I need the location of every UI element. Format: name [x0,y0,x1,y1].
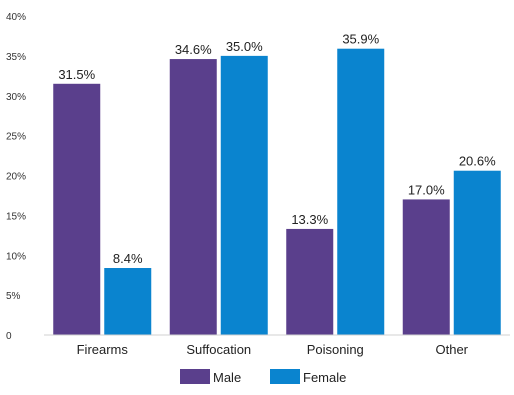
bar-male-firearms [53,83,101,335]
y-tick-label: 25% [6,132,26,143]
x-tick-label: Suffocation [186,342,251,357]
x-tick-label: Poisoning [307,342,364,357]
bar-female-other [453,170,501,335]
data-label: 34.6% [175,42,212,57]
legend-swatch-female [270,369,300,384]
y-tick-label: 40% [6,12,26,23]
data-label: 13.3% [291,212,328,227]
data-label: 8.4% [113,251,143,266]
bars [53,48,501,335]
data-label: 20.6% [459,154,496,169]
y-tick-label: 5% [6,291,21,302]
x-tick-label: Other [435,342,468,357]
y-tick-label: 35% [6,52,26,63]
legend-label-male: Male [213,370,241,385]
bar-male-poisoning [286,228,334,335]
x-tick-label: Firearms [77,342,129,357]
bar-male-other [402,199,450,335]
y-tick-label: 20% [6,172,26,183]
y-tick-label: 15% [6,211,26,222]
data-label: 31.5% [58,67,95,82]
data-label: 17.0% [408,182,445,197]
y-tick-label: 30% [6,92,26,103]
legend: Male Female [180,369,346,385]
bar-female-suffocation [220,55,268,335]
y-tick-label: 10% [6,251,26,262]
bar-female-firearms [104,268,152,335]
data-labels: 31.5% 8.4% 34.6% 35.0% 13.3% 35.9% 17.0% 20.6% [58,32,496,266]
legend-swatch-male [180,369,210,384]
x-axis: Firearms Suffocation Poisoning Other [44,334,510,357]
bar-female-poisoning [337,48,385,335]
legend-label-female: Female [303,370,346,385]
data-label: 35.0% [226,39,263,54]
y-axis: 0 5% 10% 15% 20% 25% 30% 35% 40% [6,12,26,342]
y-tick-label: 0 [6,331,12,342]
data-label: 35.9% [342,32,379,47]
bar-male-suffocation [169,59,217,335]
